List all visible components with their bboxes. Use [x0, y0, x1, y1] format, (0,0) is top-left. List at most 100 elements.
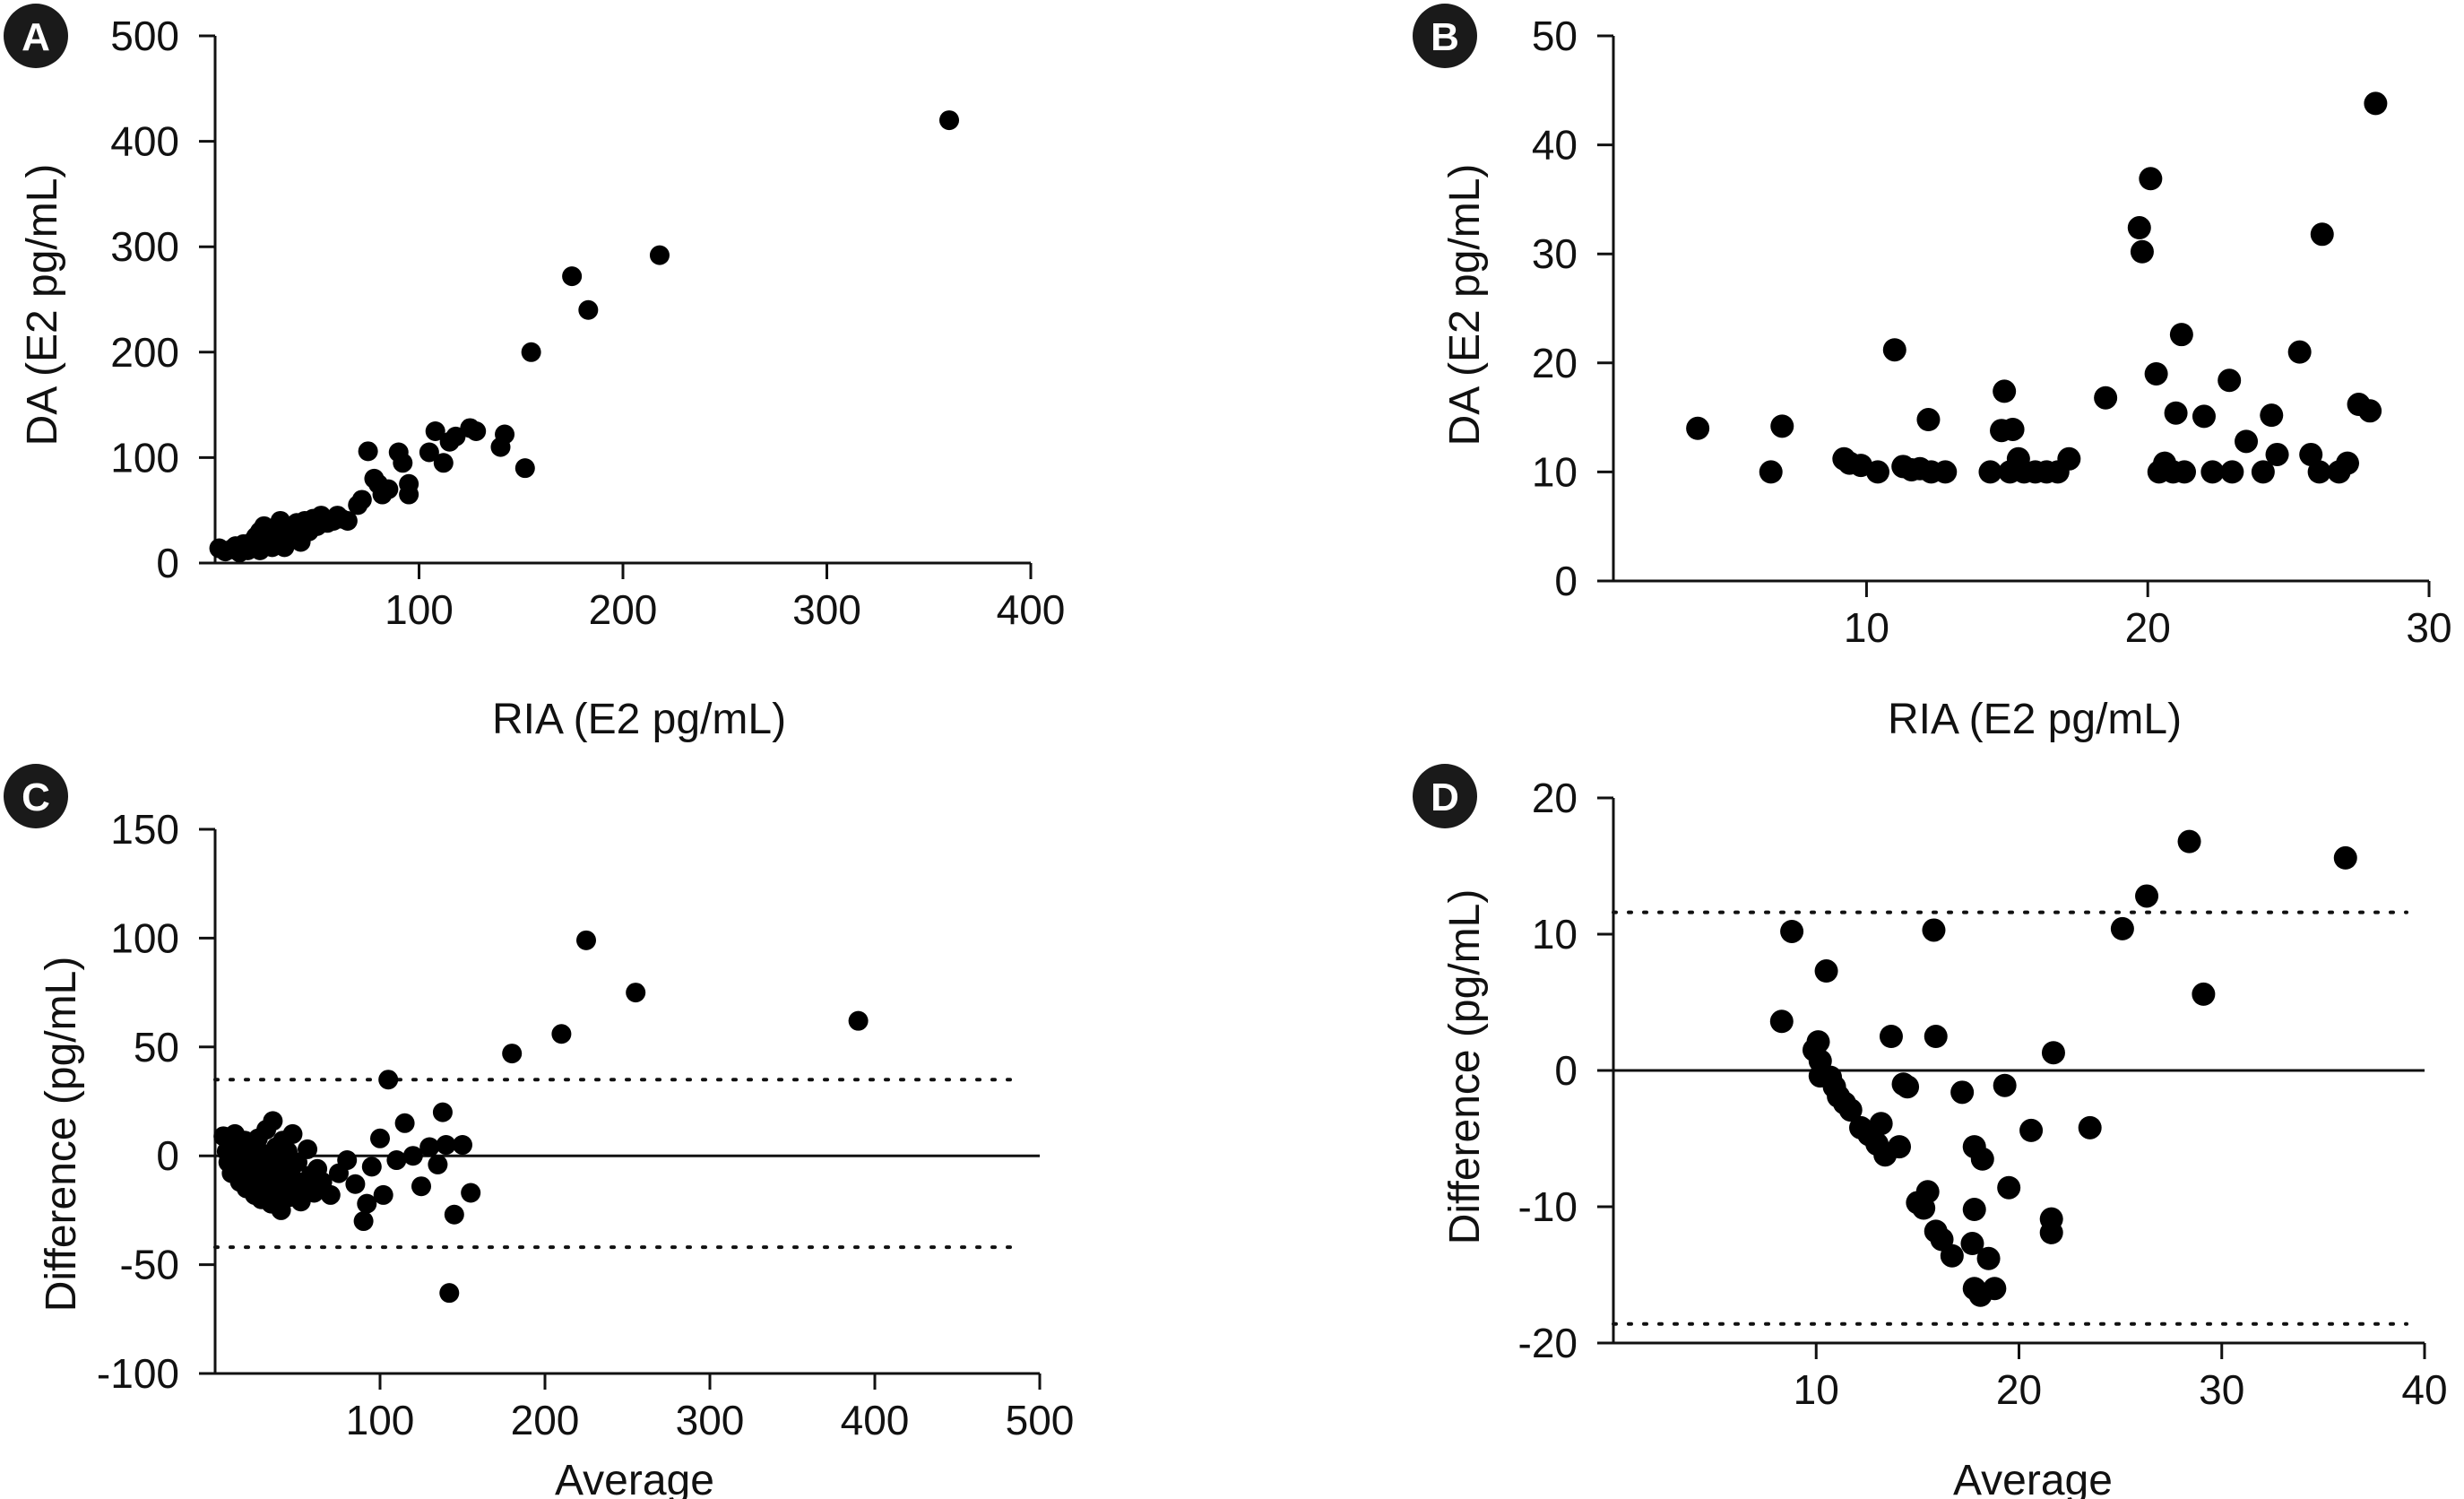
panel-b-x-tick-label: 20: [2125, 604, 2171, 651]
panel-a-axes: 0 100 200 300 400 500 100 200 300 400: [110, 13, 1065, 633]
panel-c-points: [213, 930, 869, 1304]
panel-b-data-point: [2192, 404, 2216, 429]
panel-c-data-point: [337, 1150, 358, 1171]
panel-d-data-point: [1780, 919, 1804, 943]
panel-c-data-point: [502, 1044, 523, 1064]
panel-b-data-point: [2127, 216, 2151, 240]
panel-c-x-tick-label: 500: [1006, 1397, 1075, 1443]
panel-a: A 0 100 200 300 400 500 100 200 300 400 RIA (E2 p…: [4, 4, 1065, 743]
panel-a-x-tick-label: 100: [385, 586, 454, 633]
panel-c-x-tick-label: 100: [346, 1397, 415, 1443]
panel-c-data-point: [551, 1024, 572, 1044]
panel-c-y-tick-label: -100: [97, 1350, 179, 1397]
panel-c-data-point: [386, 1150, 407, 1171]
panel-d-points: [1769, 829, 2357, 1307]
panel-c-data-point: [282, 1123, 303, 1144]
panel-b-data-point: [2299, 442, 2323, 466]
panel-c-data-point: [444, 1204, 464, 1225]
panel-c-x-tick-label: 400: [841, 1397, 910, 1443]
panel-b-axes: 0 10 20 30 40 50 10 20 30: [1532, 13, 2452, 651]
panel-b-x-tick-label: 30: [2406, 604, 2451, 651]
panel-c-data-point: [378, 1070, 399, 1090]
panel-c-data-point: [394, 1113, 415, 1133]
panel-b-data-point: [1759, 460, 1783, 484]
panel-b-y-tick-label: 40: [1532, 122, 1578, 169]
panel-d-data-point: [1806, 1030, 1830, 1054]
panel-c-y-axis-label: Difference (pg/mL): [38, 957, 85, 1313]
panel-b-data-point: [2364, 91, 2388, 116]
panel-c-data-point: [373, 1184, 393, 1205]
panel-b-data-point: [1916, 408, 1941, 432]
panel-c-data-point: [439, 1283, 460, 1304]
panel-a-data-point: [337, 510, 358, 531]
panel-d-data-point: [2135, 884, 2159, 908]
panel-a-data-point: [649, 245, 670, 265]
panel-b-data-point: [2169, 323, 2193, 347]
panel-d-data-point: [1769, 1009, 1794, 1034]
panel-d-data-point: [2019, 1118, 2044, 1142]
panel-a-data-point: [419, 442, 439, 463]
panel-c-x-tick-label: 200: [511, 1397, 580, 1443]
panel-d-y-tick-label: -10: [1518, 1183, 1578, 1230]
panel-a-data-point: [393, 453, 413, 473]
panel-a-y-tick-label: 200: [110, 329, 179, 376]
panel-a-y-axis-label: DA (E2 pg/mL): [19, 164, 66, 446]
panel-a-data-point: [521, 342, 541, 362]
panel-a-y-tick-label: 500: [110, 13, 179, 59]
panel-b-data-point: [2200, 460, 2225, 484]
panel-d-data-point: [1814, 959, 1838, 983]
panel-b-y-axis-label: DA (E2 pg/mL): [1441, 164, 1489, 446]
panel-c-letter: C: [22, 775, 50, 819]
panel-d-data-point: [1976, 1246, 2001, 1270]
panel-b-y-tick-label: 0: [1554, 558, 1578, 604]
panel-c-data-point: [461, 1183, 481, 1203]
panel-d-data-point: [1970, 1147, 1994, 1171]
panel-c-data-point: [298, 1139, 318, 1159]
panel-b-data-point: [1770, 414, 1794, 438]
panel-c-data-point: [320, 1184, 341, 1205]
panel-a-data-point: [351, 490, 372, 510]
panel-a-y-tick-label: 400: [110, 118, 179, 165]
panel-b-data-point: [2001, 417, 2025, 441]
panel-b-data-point: [2164, 401, 2188, 425]
panel-a-x-tick-label: 400: [997, 586, 1066, 633]
panel-d-data-point: [1896, 1075, 1920, 1099]
panel-c-data-point: [576, 930, 596, 950]
panel-d: D -20 -10 0 10 20 10 20 30 40 Average Difference…: [1413, 764, 2448, 1499]
panel-d-y-tick-label: 10: [1532, 911, 1578, 957]
panel-b-data-point: [2057, 446, 2081, 471]
panel-c-data-point: [402, 1146, 423, 1166]
panel-d-x-tick-label: 30: [2199, 1366, 2244, 1413]
panel-b-data-point: [2265, 442, 2289, 466]
panel-a-data-point: [578, 299, 599, 320]
panel-d-data-point: [1940, 1243, 1964, 1268]
panel-c-y-tick-label: 150: [110, 806, 179, 853]
panel-b-y-tick-label: 20: [1532, 340, 1578, 386]
panel-d-x-tick-label: 40: [2401, 1366, 2447, 1413]
panel-c-data-point: [411, 1176, 431, 1197]
panel-c-data-point: [436, 1135, 456, 1156]
panel-b-data-point: [2235, 429, 2259, 454]
panel-a-data-point: [939, 110, 959, 131]
panel-d-data-point: [2110, 916, 2134, 940]
panel-d-data-point: [2078, 1115, 2102, 1139]
panel-b-data-point: [2336, 451, 2359, 475]
panel-d-axes: -20 -10 0 10 20 10 20 30 40: [1518, 775, 2448, 1413]
panel-d-data-point: [1997, 1175, 2021, 1200]
panel-c-data-point: [353, 1211, 374, 1232]
panel-b-data-point: [2358, 399, 2382, 423]
panel-b-data-point: [1933, 460, 1958, 484]
panel-c-data-point: [848, 1010, 869, 1031]
panel-d-data-point: [1983, 1277, 2007, 1301]
panel-b-data-point: [2260, 403, 2284, 428]
panel-b-y-tick-label: 30: [1532, 230, 1578, 277]
panel-b-points: [1686, 91, 2388, 484]
panel-d-y-tick-label: 0: [1554, 1047, 1578, 1094]
panel-c-data-point: [345, 1174, 366, 1194]
panel-b: B 0 10 20 30 40 50 10 20 30 RIA (E2 pg/mL) DA (E…: [1413, 4, 2452, 743]
panel-c-x-axis-label: Average: [555, 1457, 714, 1499]
panel-c-data-point: [370, 1128, 390, 1148]
panel-a-data-point: [445, 426, 466, 446]
panel-d-badge: D: [1413, 764, 1477, 828]
